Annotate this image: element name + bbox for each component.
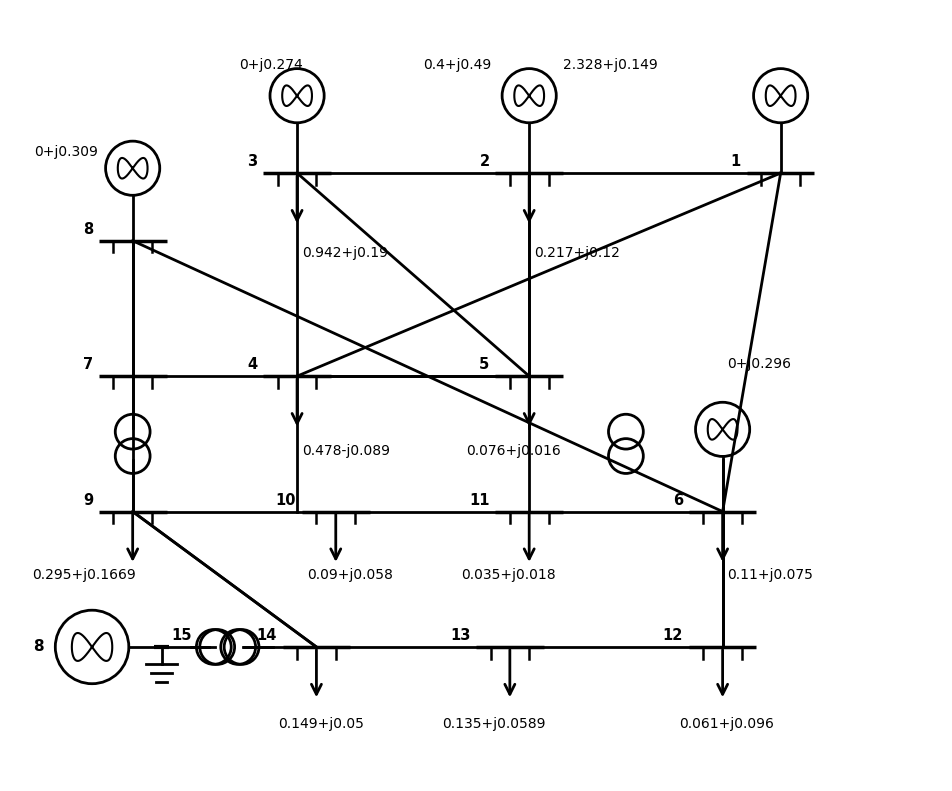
Text: 8: 8 — [33, 639, 44, 654]
Text: 15: 15 — [171, 628, 192, 643]
Text: 3: 3 — [248, 154, 257, 169]
Text: 2.328+j0.149: 2.328+j0.149 — [563, 58, 658, 71]
Text: 1: 1 — [731, 154, 741, 169]
Text: 12: 12 — [663, 628, 683, 643]
Text: 0.217+j0.12: 0.217+j0.12 — [534, 245, 620, 259]
Text: 0.09+j0.058: 0.09+j0.058 — [307, 568, 392, 581]
Text: 14: 14 — [256, 628, 277, 643]
Text: 0.149+j0.05: 0.149+j0.05 — [278, 717, 364, 731]
Text: 0.061+j0.096: 0.061+j0.096 — [679, 717, 774, 731]
Text: 10: 10 — [276, 493, 296, 508]
Text: 0+j0.296: 0+j0.296 — [727, 358, 791, 371]
Text: 4: 4 — [248, 358, 257, 373]
Text: 5: 5 — [479, 358, 489, 373]
Text: 11: 11 — [469, 493, 489, 508]
Text: 0.035+j0.018: 0.035+j0.018 — [462, 568, 556, 581]
Text: 9: 9 — [83, 493, 93, 508]
Text: 0.295+j0.1669: 0.295+j0.1669 — [32, 568, 136, 581]
Text: 6: 6 — [673, 493, 683, 508]
Text: 0.11+j0.075: 0.11+j0.075 — [727, 568, 813, 581]
Text: 0.4+j0.49: 0.4+j0.49 — [423, 58, 491, 71]
Text: 7: 7 — [83, 358, 93, 373]
Text: 0.478-j0.089: 0.478-j0.089 — [302, 444, 390, 458]
Text: 0+j0.309: 0+j0.309 — [34, 145, 98, 158]
Text: 0.135+j0.0589: 0.135+j0.0589 — [442, 717, 545, 731]
Text: 0+j0.274: 0+j0.274 — [239, 58, 303, 71]
Text: 13: 13 — [450, 628, 470, 643]
Text: 8: 8 — [83, 222, 93, 237]
Text: 0.942+j0.19: 0.942+j0.19 — [302, 245, 387, 259]
Text: 0.076+j0.016: 0.076+j0.016 — [466, 444, 561, 458]
Text: 2: 2 — [480, 154, 489, 169]
